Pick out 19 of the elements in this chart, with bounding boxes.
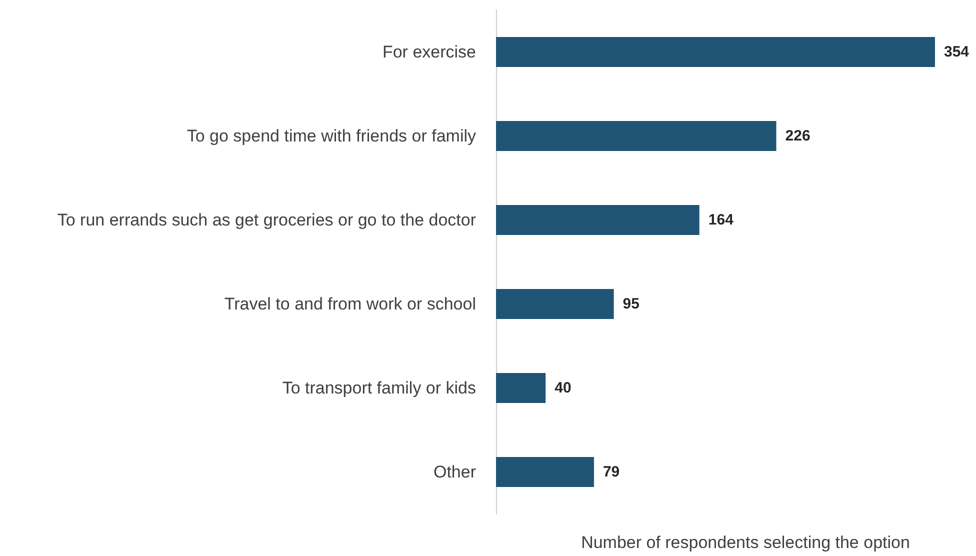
data-label: 40: [554, 380, 572, 396]
bar: [496, 121, 776, 151]
data-label: 354: [944, 44, 970, 60]
y-tick-label: To transport family or kids: [282, 378, 476, 398]
bar: [496, 37, 935, 67]
y-tick-label: Other: [433, 462, 476, 482]
y-tick-label: To run errands such as get groceries or go to the doctor: [57, 210, 476, 230]
data-label: 95: [622, 296, 640, 312]
data-label: 79: [602, 464, 620, 480]
x-axis-title: Number of respondents selecting the option: [581, 533, 910, 552]
bar: [496, 373, 546, 403]
bar: [496, 289, 614, 319]
data-label: 226: [785, 128, 810, 144]
y-tick-label: For exercise: [382, 42, 476, 62]
data-label: 164: [708, 212, 734, 228]
y-tick-label: To go spend time with friends or family: [186, 126, 476, 146]
y-tick-label: Travel to and from work or school: [224, 294, 476, 314]
bar: [496, 457, 594, 487]
bar: [496, 205, 700, 235]
